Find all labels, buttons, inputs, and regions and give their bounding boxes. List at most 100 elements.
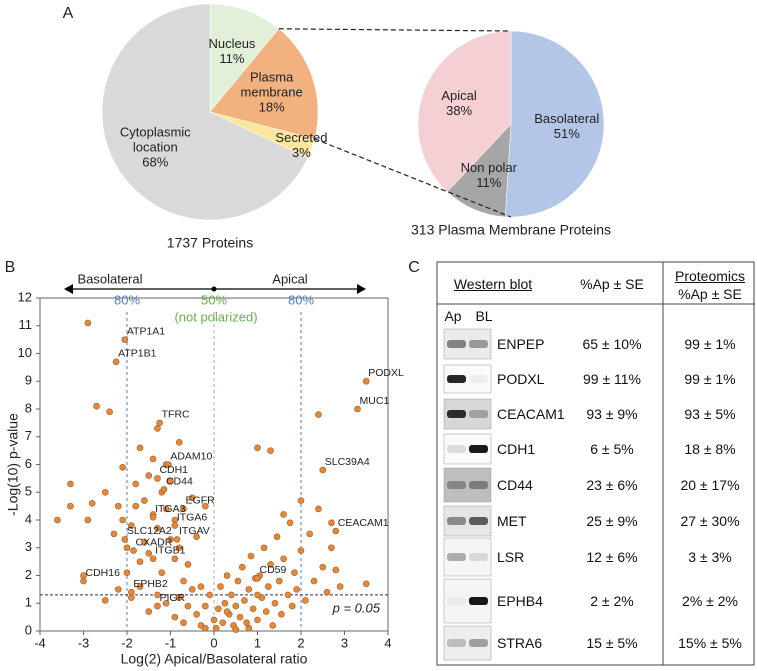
slice-label: Apical 38% bbox=[416, 88, 502, 118]
header-cell: %Ap ± SE bbox=[678, 286, 742, 302]
data-point bbox=[297, 547, 305, 554]
data-point bbox=[206, 591, 213, 599]
western-value: 6 ± 5% bbox=[590, 441, 634, 457]
data-point bbox=[180, 577, 187, 585]
data-point bbox=[156, 419, 163, 427]
connector bbox=[278, 28, 512, 32]
data-point bbox=[215, 605, 222, 613]
data-point bbox=[175, 594, 183, 602]
header-cell: Western blot bbox=[453, 276, 533, 292]
blot-band bbox=[469, 553, 488, 561]
data-point bbox=[128, 522, 135, 529]
data-point bbox=[119, 463, 126, 471]
protein-name: CDH1 bbox=[497, 441, 536, 457]
slice-value: 11% bbox=[219, 51, 245, 67]
data-point bbox=[115, 502, 122, 510]
point-label: TFRC bbox=[162, 409, 190, 421]
data-point bbox=[288, 602, 296, 610]
data-point bbox=[141, 538, 148, 546]
arrow-center bbox=[211, 286, 217, 292]
data-point bbox=[115, 586, 122, 593]
data-point bbox=[145, 472, 153, 479]
pie-slice bbox=[417, 30, 512, 193]
blot-band bbox=[447, 553, 466, 561]
protein-name: LSR bbox=[497, 549, 525, 565]
data-point bbox=[171, 555, 179, 563]
slice-label: Nucleus 11% bbox=[189, 36, 275, 66]
data-point bbox=[254, 616, 261, 624]
data-point bbox=[262, 608, 270, 615]
point-label: ITGB1 bbox=[155, 545, 186, 557]
blot-band bbox=[447, 410, 466, 418]
header-cell: Proteomics bbox=[674, 268, 746, 284]
data-point bbox=[254, 574, 261, 582]
data-point bbox=[136, 583, 144, 590]
data-point bbox=[193, 611, 200, 618]
data-point bbox=[241, 597, 248, 604]
data-point bbox=[286, 519, 294, 527]
threshold-label: p = 0.05 bbox=[332, 600, 381, 615]
data-point bbox=[188, 586, 196, 593]
data-point bbox=[128, 588, 135, 596]
slice-name: Basolateral bbox=[534, 110, 600, 126]
point-label: CD44 bbox=[166, 475, 193, 487]
data-point bbox=[130, 547, 137, 554]
data-point bbox=[223, 572, 231, 579]
data-point bbox=[119, 516, 126, 524]
pie-caption: 313 Plasma Membrane Proteins bbox=[411, 222, 611, 238]
y-tick-label: 10 bbox=[18, 345, 32, 360]
data-point bbox=[145, 549, 153, 557]
point-label: CEACAM1 bbox=[338, 517, 389, 529]
data-point bbox=[291, 569, 298, 577]
panel-label: B bbox=[5, 259, 16, 276]
pie-slice bbox=[209, 28, 319, 140]
y-tick-label: 12 bbox=[18, 289, 32, 304]
data-point bbox=[149, 555, 157, 563]
protein-name: ENPEP bbox=[497, 336, 545, 352]
data-point bbox=[154, 602, 161, 610]
blot-band bbox=[469, 597, 488, 605]
data-point bbox=[193, 533, 200, 540]
arrow-head bbox=[357, 284, 366, 294]
connector bbox=[314, 138, 512, 218]
data-point bbox=[123, 544, 131, 552]
y-tick-label: 5 bbox=[25, 484, 32, 499]
data-point bbox=[315, 505, 322, 513]
y-tick-label: 3 bbox=[25, 539, 32, 554]
x-tick-label: -4 bbox=[34, 635, 46, 650]
blot-band bbox=[447, 639, 466, 647]
y-tick-label: 11 bbox=[19, 317, 33, 332]
data-point bbox=[180, 619, 187, 626]
direction-label: Apical bbox=[272, 271, 308, 286]
data-point bbox=[238, 563, 246, 571]
data-point bbox=[267, 447, 274, 454]
point-label: CDH16 bbox=[86, 567, 121, 579]
x-tick-label: -3 bbox=[78, 635, 90, 650]
data-point bbox=[219, 619, 226, 626]
western-value: 23 ± 6% bbox=[586, 477, 638, 493]
lane-label: Ap bbox=[444, 308, 462, 324]
pie-caption: 1737 Proteins bbox=[167, 235, 253, 251]
blot-band bbox=[469, 340, 488, 348]
slice-label: Basolateral 51% bbox=[524, 111, 610, 141]
slice-name: Non polar bbox=[460, 160, 518, 176]
point-label: CDH1 bbox=[159, 464, 188, 476]
proteomics-value: 27 ± 30% bbox=[680, 513, 740, 529]
blot-band bbox=[469, 445, 488, 453]
y-tick-label: 8 bbox=[25, 400, 32, 415]
reference-label: 50% bbox=[201, 292, 227, 307]
slice-value: 18% bbox=[258, 99, 285, 115]
blot-band bbox=[447, 445, 466, 453]
data-point bbox=[232, 626, 240, 633]
pie-slice bbox=[209, 3, 280, 113]
data-point bbox=[210, 616, 218, 624]
data-point bbox=[136, 558, 144, 565]
point-label: ITGA6 bbox=[177, 511, 208, 523]
data-point bbox=[228, 591, 235, 599]
data-point bbox=[245, 624, 253, 632]
protein-name: EPHB4 bbox=[497, 593, 543, 609]
data-point bbox=[184, 602, 192, 610]
data-point bbox=[67, 480, 74, 488]
proteomics-value: 93 ± 5% bbox=[684, 406, 736, 422]
protein-name: PODXL bbox=[497, 371, 545, 387]
